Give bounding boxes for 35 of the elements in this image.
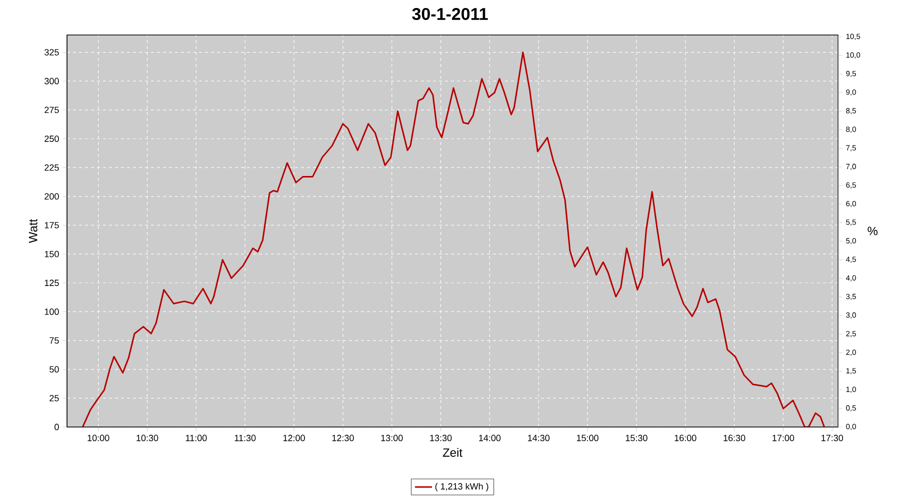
x-axis-title: Zeit (442, 448, 462, 457)
x-tick-label: 14:30 (528, 434, 550, 442)
x-tick-label: 12:00 (283, 434, 305, 442)
y-tick-label: 50 (50, 366, 59, 373)
x-tick-label: 10:30 (136, 434, 158, 442)
x-tick-label: 16:00 (674, 434, 696, 442)
legend-label: ( 1,213 kWh ) (435, 482, 488, 492)
y2-axis-title: % (868, 226, 878, 236)
y-tick-label: 225 (44, 164, 59, 171)
y-tick-label: 125 (44, 280, 59, 286)
y-tick-label: 75 (50, 337, 59, 344)
x-tick-label: 14:00 (479, 434, 501, 442)
x-tick-label: 12:30 (332, 434, 354, 442)
y-tick-label: 100 (44, 308, 59, 315)
x-tick-label: 15:30 (626, 434, 648, 442)
x-tick-label: 17:00 (772, 434, 794, 442)
y-tick-label: 175 (44, 222, 59, 228)
y-tick-label: 150 (44, 250, 59, 258)
x-tick-label: 10:00 (88, 434, 110, 442)
chart-title: 30-1-2011 (412, 8, 488, 20)
y-tick-label: 250 (44, 136, 59, 142)
x-tick-label: 17:30 (822, 434, 844, 442)
y-axis-title: Watt (28, 218, 38, 244)
y-tick-label: 25 (50, 394, 59, 402)
x-tick-label: 15:00 (576, 434, 598, 442)
y-tick-label: 300 (44, 78, 59, 84)
y-tick-label: 200 (44, 193, 59, 200)
x-tick-label: 11:00 (186, 434, 207, 442)
x-tick-label: 13:00 (381, 434, 403, 442)
x-tick-label: 11:30 (234, 434, 256, 442)
y-tick-label: 0 (54, 424, 59, 430)
y-tick-label: 325 (44, 49, 59, 56)
x-tick-label: 13:30 (430, 434, 452, 442)
x-tick-label: 16:30 (724, 434, 746, 442)
y-tick-label: 275 (44, 106, 59, 114)
